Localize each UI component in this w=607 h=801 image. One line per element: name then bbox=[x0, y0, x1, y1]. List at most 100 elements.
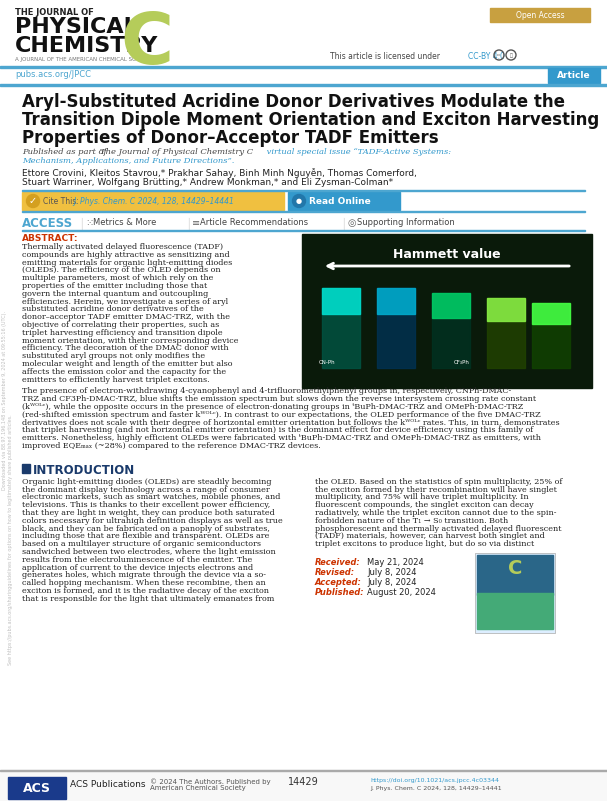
Text: INTRODUCTION: INTRODUCTION bbox=[33, 464, 135, 477]
Text: substituted aryl groups not only modifies the: substituted aryl groups not only modifie… bbox=[22, 352, 205, 360]
Text: July 8, 2024: July 8, 2024 bbox=[367, 568, 416, 577]
Text: phosphorescent and thermally activated delayed fluorescent: phosphorescent and thermally activated d… bbox=[315, 525, 561, 533]
Text: © 2024 The Authors. Published by: © 2024 The Authors. Published by bbox=[150, 778, 271, 785]
Text: CF₃Ph: CF₃Ph bbox=[454, 360, 470, 365]
Text: emitting materials for organic light-emitting diodes: emitting materials for organic light-emi… bbox=[22, 259, 232, 267]
Text: sandwiched between two electrodes, where the light emission: sandwiched between two electrodes, where… bbox=[22, 548, 276, 556]
Text: Revised:: Revised: bbox=[315, 568, 355, 577]
Text: (TADF) materials, however, can harvest both singlet and: (TADF) materials, however, can harvest b… bbox=[315, 533, 544, 541]
Text: Aryl-Substituted Acridine Donor Derivatives Modulate the: Aryl-Substituted Acridine Donor Derivati… bbox=[22, 93, 565, 111]
Text: molecular weight and length of the emitter but also: molecular weight and length of the emitt… bbox=[22, 360, 232, 368]
Text: This article is licensed under: This article is licensed under bbox=[330, 52, 440, 61]
Text: Published as part of: Published as part of bbox=[22, 148, 109, 156]
Text: the dominant display technology across a range of consumer: the dominant display technology across a… bbox=[22, 485, 270, 493]
Text: that is responsible for the light that ultimately emanates from: that is responsible for the light that u… bbox=[22, 595, 274, 603]
Text: Mechanism, Applications, and Future Directions”.: Mechanism, Applications, and Future Dire… bbox=[22, 157, 234, 165]
Text: multiplicity, and 75% will have triplet multiplicity. In: multiplicity, and 75% will have triplet … bbox=[315, 493, 529, 501]
Text: PHYSICAL: PHYSICAL bbox=[15, 17, 138, 37]
Text: Ettore Crovini, Kleitos Stavrou,* Prakhar Sahay, Binh Minh Nguyễn, Thomas Comerf: Ettore Crovini, Kleitos Stavrou,* Prakha… bbox=[22, 168, 417, 178]
Text: │: │ bbox=[340, 218, 347, 231]
Bar bbox=[22, 211, 585, 212]
Text: the exciton formed by their recombination will have singlet: the exciton formed by their recombinatio… bbox=[315, 485, 557, 493]
Text: ◎: ◎ bbox=[347, 218, 356, 228]
Text: compounds are highly attractive as sensitizing and: compounds are highly attractive as sensi… bbox=[22, 251, 229, 259]
Text: that they are light in weight, they can produce both saturated: that they are light in weight, they can … bbox=[22, 509, 275, 517]
Bar bbox=[22, 464, 30, 473]
Text: CC-BY 4.0: CC-BY 4.0 bbox=[468, 52, 505, 61]
Text: ₿: ₿ bbox=[509, 53, 512, 58]
Text: improved EQEₘₐₓ (~28%) compared to the reference DMAC-TRZ devices.: improved EQEₘₐₓ (~28%) compared to the r… bbox=[22, 442, 320, 450]
Bar bbox=[322, 288, 360, 314]
Bar bbox=[432, 293, 470, 318]
Bar bbox=[487, 298, 525, 368]
Text: American Chemical Society: American Chemical Society bbox=[150, 785, 246, 791]
Text: multiple parameters, most of which rely on the: multiple parameters, most of which rely … bbox=[22, 274, 214, 282]
Bar bbox=[322, 288, 360, 368]
Text: triplet excitons to produce light, but do so via distinct: triplet excitons to produce light, but d… bbox=[315, 540, 534, 548]
Text: 14429: 14429 bbox=[288, 777, 319, 787]
Text: ACCESS: ACCESS bbox=[22, 217, 73, 230]
Text: TRZ and CF3Ph-DMAC-TRZ, blue shifts the emission spectrum but slows down the rev: TRZ and CF3Ph-DMAC-TRZ, blue shifts the … bbox=[22, 395, 536, 403]
Text: August 20, 2024: August 20, 2024 bbox=[367, 588, 436, 597]
Text: CN-Ph: CN-Ph bbox=[319, 360, 335, 365]
Text: ACS Publications: ACS Publications bbox=[70, 780, 146, 789]
Text: C: C bbox=[508, 559, 522, 578]
Bar bbox=[477, 593, 553, 629]
Text: July 8, 2024: July 8, 2024 bbox=[367, 578, 416, 587]
Text: ✓: ✓ bbox=[29, 196, 37, 206]
Bar bbox=[532, 303, 570, 368]
Bar bbox=[377, 288, 415, 314]
Text: substituted acridine donor derivatives of the: substituted acridine donor derivatives o… bbox=[22, 305, 204, 313]
Text: (kᵂᴼᴸᶜ), while the opposite occurs in the presence of electron-donating groups i: (kᵂᴼᴸᶜ), while the opposite occurs in th… bbox=[22, 403, 523, 411]
Text: Accepted:: Accepted: bbox=[315, 578, 362, 587]
Text: Thermally activated delayed fluorescence (TADF): Thermally activated delayed fluorescence… bbox=[22, 243, 223, 251]
Text: (red-shifted emission spectrum and faster kᵂᴼᴸᶜ). In contrast to our expectation: (red-shifted emission spectrum and faste… bbox=[22, 411, 541, 419]
Text: J. Phys. Chem. C 2024, 128, 14429–14441: J. Phys. Chem. C 2024, 128, 14429–14441 bbox=[73, 196, 234, 206]
Text: emitters. Nonetheless, highly efficient OLEDs were fabricated with ᵗBuPh-DMAC-TR: emitters. Nonetheless, highly efficient … bbox=[22, 434, 541, 442]
Text: Stuart Warriner, Wolfgang Brütting,* Andrew Monkman,* and Eli Zysman-Colman*: Stuart Warriner, Wolfgang Brütting,* And… bbox=[22, 178, 393, 187]
Bar bbox=[22, 192, 284, 210]
Bar bbox=[8, 777, 66, 799]
Text: ≡: ≡ bbox=[192, 218, 200, 228]
Bar bbox=[22, 230, 585, 231]
Bar bbox=[302, 234, 592, 388]
Text: https://doi.org/10.1021/acs.jpcc.4c03344: https://doi.org/10.1021/acs.jpcc.4c03344 bbox=[370, 778, 499, 783]
Text: Metrics & More: Metrics & More bbox=[93, 218, 157, 227]
Text: See https://pubs.acs.org/sharingguidelines for options on how to legitimately sh: See https://pubs.acs.org/sharingguidelin… bbox=[8, 415, 13, 666]
Text: moment orientation, with their corresponding device: moment orientation, with their correspon… bbox=[22, 336, 239, 344]
Text: exciton is formed, and it is the radiative decay of the exciton: exciton is formed, and it is the radiati… bbox=[22, 587, 269, 595]
Text: THE JOURNAL OF: THE JOURNAL OF bbox=[15, 8, 93, 17]
Text: Transition Dipole Moment Orientation and Exciton Harvesting: Transition Dipole Moment Orientation and… bbox=[22, 111, 599, 129]
Bar bbox=[22, 190, 585, 191]
Text: C: C bbox=[120, 10, 173, 79]
Text: (OLEDs). The efficiency of the OLED depends on: (OLEDs). The efficiency of the OLED depe… bbox=[22, 267, 220, 275]
Circle shape bbox=[27, 195, 39, 207]
Text: cc: cc bbox=[497, 53, 501, 57]
Text: Published:: Published: bbox=[315, 588, 365, 597]
Text: objective of correlating their properties, such as: objective of correlating their propertie… bbox=[22, 321, 219, 329]
Text: Article Recommendations: Article Recommendations bbox=[200, 218, 308, 227]
Text: The Journal of Physical Chemistry C: The Journal of Physical Chemistry C bbox=[100, 148, 253, 156]
Text: ●: ● bbox=[296, 198, 302, 204]
Bar bbox=[0, 770, 607, 801]
Bar bbox=[487, 298, 525, 321]
Text: Received:: Received: bbox=[315, 558, 361, 567]
Bar bbox=[432, 293, 470, 368]
Bar bbox=[532, 303, 570, 324]
Text: CHEMISTRY: CHEMISTRY bbox=[15, 36, 158, 56]
Text: Read Online: Read Online bbox=[309, 196, 371, 206]
Text: electronic markets, such as smart watches, mobile phones, and: electronic markets, such as smart watche… bbox=[22, 493, 280, 501]
Text: affects the emission color and the capacity for the: affects the emission color and the capac… bbox=[22, 368, 226, 376]
Text: Article: Article bbox=[557, 71, 591, 80]
Text: televisions. This is thanks to their excellent power efficiency,: televisions. This is thanks to their exc… bbox=[22, 501, 270, 509]
Text: Properties of Donor–Acceptor TADF Emitters: Properties of Donor–Acceptor TADF Emitte… bbox=[22, 129, 439, 147]
Text: generates holes, which migrate through the device via a so-: generates holes, which migrate through t… bbox=[22, 571, 266, 579]
Text: efficiency. The decoration of the DMAC donor with: efficiency. The decoration of the DMAC d… bbox=[22, 344, 229, 352]
Text: Downloaded via 88.97.196.148 on September 9, 2024 at 09:55:16 (UTC).: Downloaded via 88.97.196.148 on Septembe… bbox=[2, 311, 7, 489]
Text: Hammett value: Hammett value bbox=[393, 248, 501, 261]
Text: that triplet harvesting (and not horizontal emitter orientation) is the dominant: that triplet harvesting (and not horizon… bbox=[22, 426, 534, 434]
Bar bbox=[475, 553, 555, 633]
Text: black, and they can be fabricated on a panoply of substrates,: black, and they can be fabricated on a p… bbox=[22, 525, 270, 533]
Text: ⁙: ⁙ bbox=[85, 218, 93, 228]
Text: ACS: ACS bbox=[23, 782, 51, 795]
